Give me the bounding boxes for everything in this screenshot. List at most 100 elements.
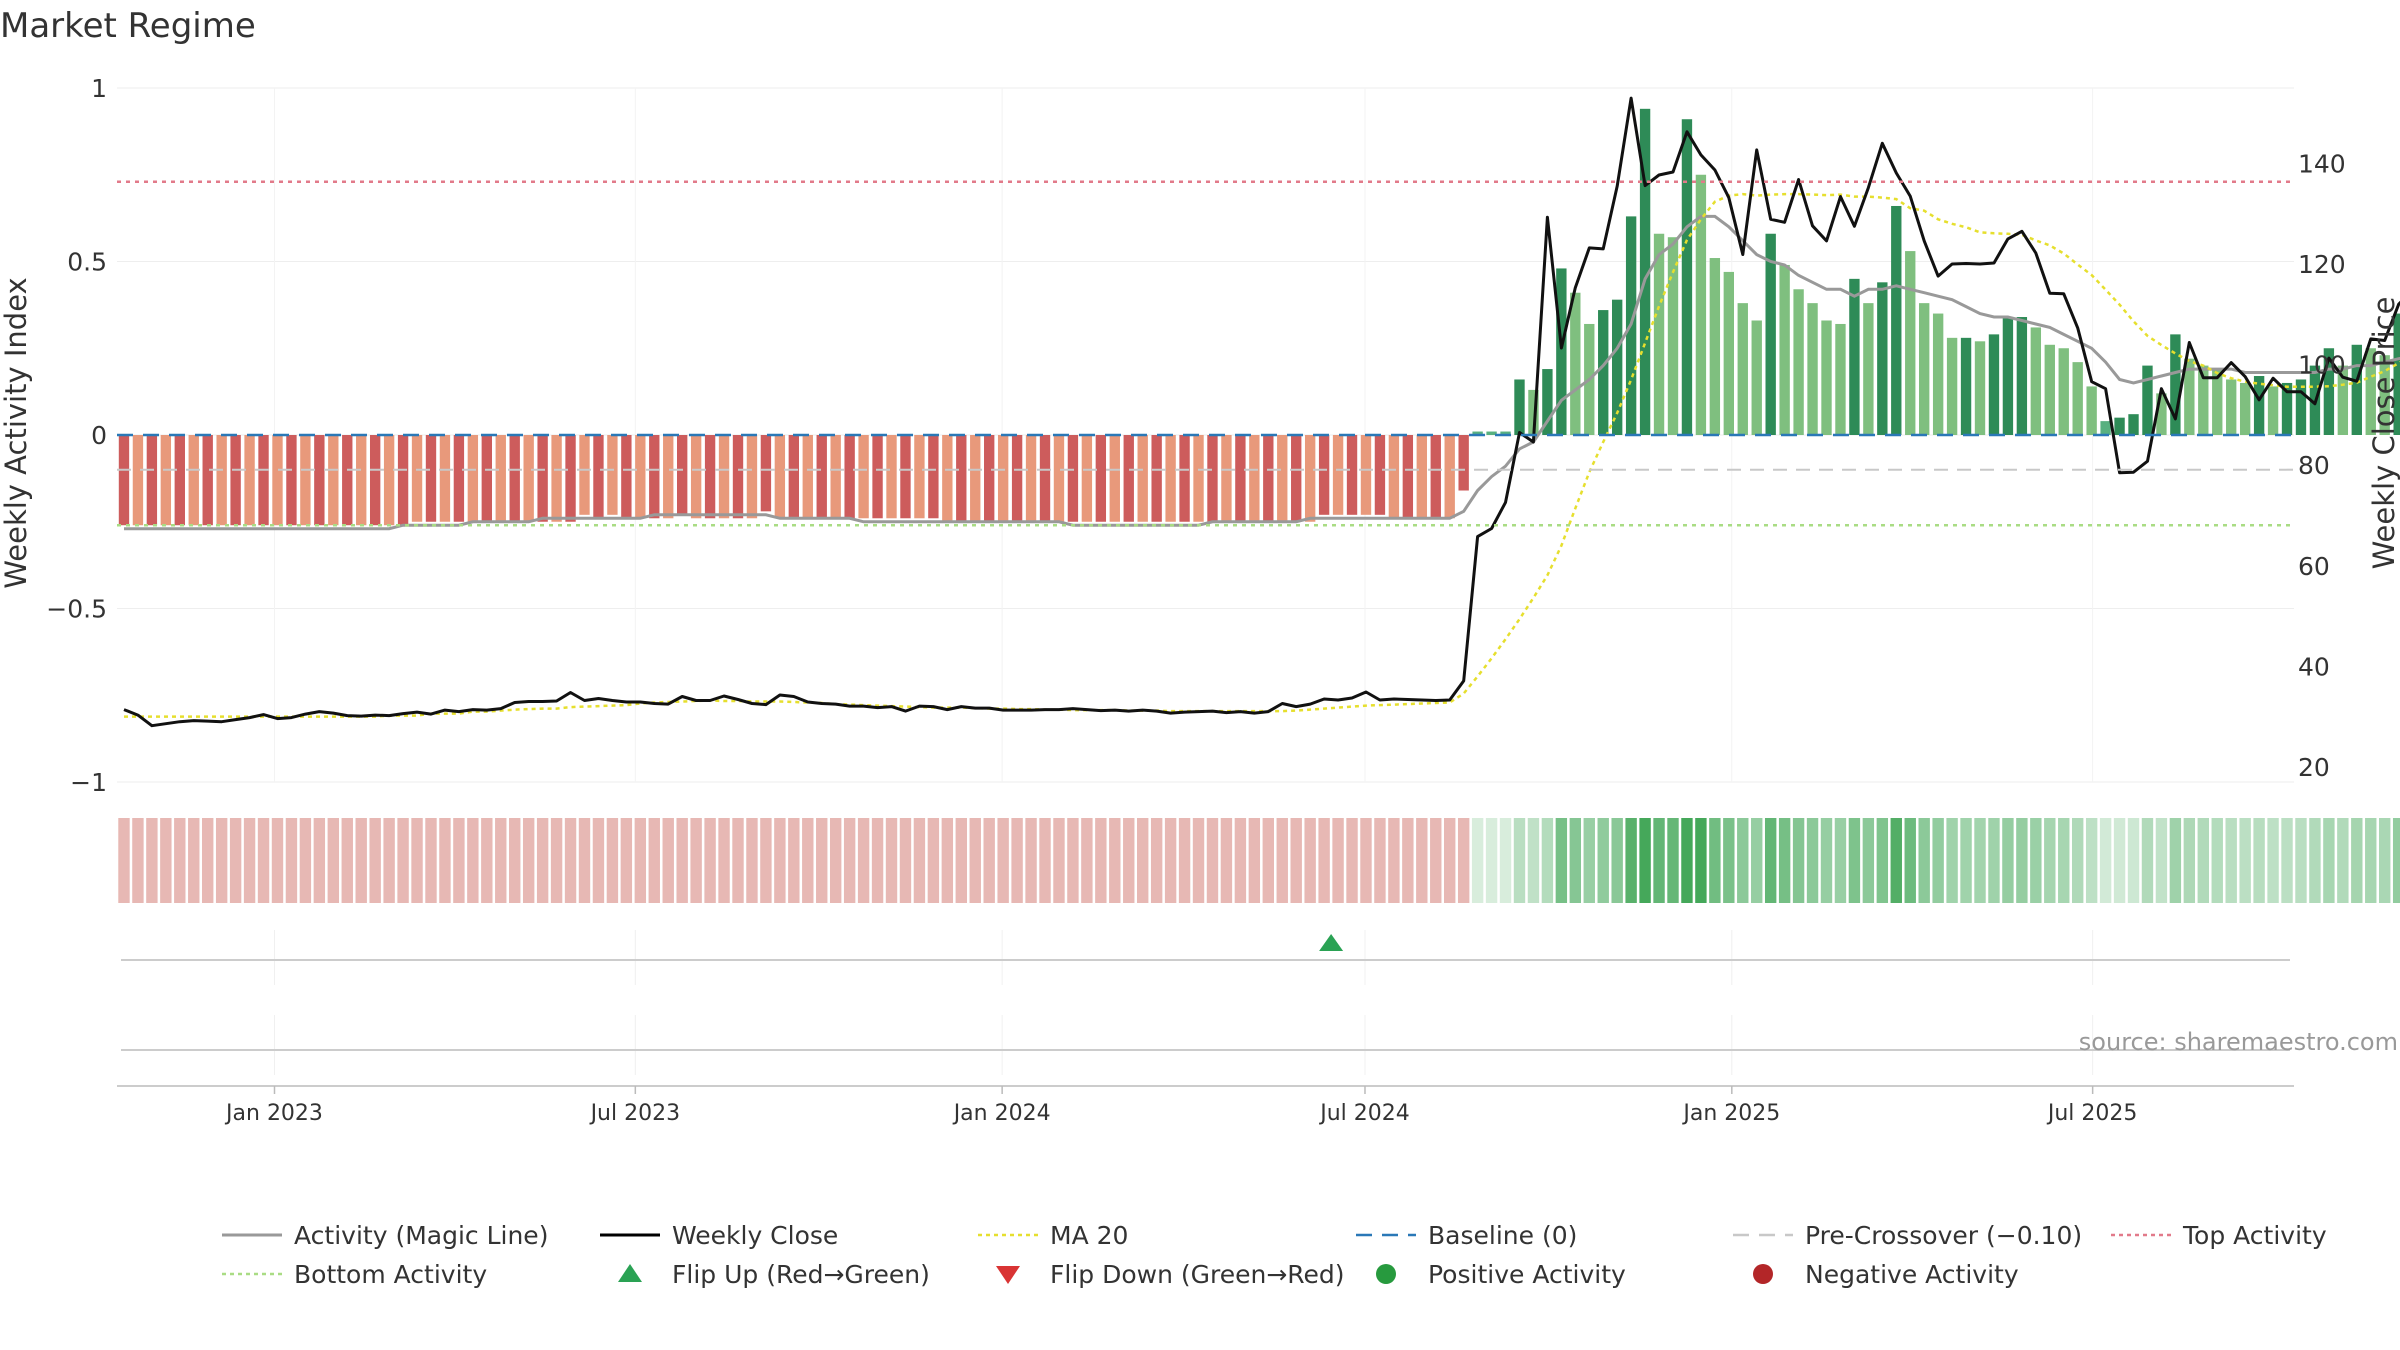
regime-strip-cell (662, 818, 674, 903)
legend-label: Baseline (0) (1428, 1221, 1577, 1250)
regime-strip-cell (2113, 818, 2126, 903)
positive-activity-bar (2365, 348, 2376, 435)
regime-strip-cell (118, 818, 130, 903)
negative-activity-bar (1151, 435, 1162, 522)
regime-strip-cell (1806, 818, 1819, 903)
negative-activity-bar (579, 435, 590, 515)
positive-activity-bar (1946, 337, 1958, 435)
positive-activity-bar (1653, 233, 1665, 435)
positive-activity-bar (1556, 268, 1567, 435)
regime-strip-cell (1653, 818, 1665, 903)
negative-activity-bar (844, 435, 855, 519)
regime-strip-cell (2392, 818, 2400, 903)
positive-activity-bar (1988, 334, 2000, 435)
negative-activity-bar (286, 435, 297, 526)
regime-strip-cell (1932, 818, 1944, 903)
regime-strip-cell (2071, 818, 2084, 903)
regime-strip-cell (397, 818, 409, 903)
regime-strip-cell (536, 818, 549, 903)
positive-activity-bar (1751, 320, 1762, 435)
regime-strip-cell (843, 818, 856, 903)
positive-activity-bar (1500, 431, 1511, 435)
regime-strip-cell (927, 818, 940, 903)
positive-activity-bar (2030, 327, 2042, 435)
regime-strip-cell (2030, 818, 2042, 903)
regime-strip-cell (1792, 818, 1805, 903)
right-tick-label: 80 (2298, 451, 2330, 480)
legend-item: Baseline (0) (1356, 1221, 1577, 1250)
regime-strip-cell (2225, 818, 2237, 903)
regime-strip-cell (648, 818, 660, 903)
legend-item: Flip Up (Red→Green) (618, 1260, 930, 1289)
positive-activity-bar (2114, 417, 2125, 435)
legend-label: Flip Down (Green→Red) (1050, 1260, 1345, 1289)
regime-strip-cell (1681, 818, 1693, 903)
source-credit: source: sharemaestro.com (2079, 1028, 2398, 1056)
regime-strip-cell (1416, 818, 1428, 903)
regime-strip-cell (802, 818, 814, 903)
regime-strip-cell (1248, 818, 1261, 903)
x-tick-label: Jul 2023 (589, 1101, 681, 1126)
regime-strip-cell (2337, 818, 2349, 903)
x-tick-label: Jul 2025 (2046, 1101, 2138, 1126)
negative-activity-bar (397, 435, 409, 526)
regime-strip-cell (1402, 818, 1414, 903)
regime-strip-cell (1820, 818, 1833, 903)
regime-strip-cell (969, 818, 981, 903)
legend-label: Activity (Magic Line) (294, 1221, 548, 1250)
regime-strip-cell (1471, 818, 1484, 903)
negative-activity-bar (984, 435, 995, 522)
positive-activity-bar (2198, 365, 2209, 435)
negative-activity-bar (425, 435, 437, 522)
negative-activity-bar (342, 435, 353, 526)
positive-activity-bar (1863, 303, 1874, 435)
positive-activity-bar (1723, 271, 1735, 435)
negative-activity-bar (704, 435, 716, 519)
negative-activity-bar (300, 435, 311, 526)
regime-strip-cell (1444, 818, 1456, 903)
regime-strip-cell (955, 818, 967, 903)
regime-strip-cell (746, 818, 758, 903)
regime-strip-cell (620, 818, 633, 903)
negative-activity-bar (635, 435, 646, 519)
positive-activity-bar (1765, 233, 1776, 435)
regime-strip-cell (481, 818, 493, 903)
regime-strip-cell (202, 818, 214, 903)
regime-strip-cell (257, 818, 270, 903)
left-tick-label: 1 (91, 74, 107, 103)
negative-activity-bar (607, 435, 618, 515)
negative-activity-bar (1081, 435, 1093, 522)
regime-strip-cell (453, 818, 465, 903)
regime-strip-cell (871, 818, 884, 903)
regime-strip-cell (327, 818, 340, 903)
negative-activity-bar (621, 435, 632, 519)
legend-triangle-up-icon (618, 1264, 642, 1282)
regime-strip-cell (1709, 818, 1721, 903)
negative-activity-bar (718, 435, 730, 519)
negative-activity-bar (1318, 435, 1330, 515)
legend-item: Pre-Crossover (−0.10) (1733, 1221, 2082, 1250)
lower-panel (121, 1015, 2290, 1075)
negative-activity-bar (509, 435, 520, 522)
positive-activity-bar (1472, 431, 1483, 435)
regime-strip-cell (243, 818, 256, 903)
negative-activity-bar (663, 435, 674, 519)
negative-activity-bar (551, 435, 562, 522)
regime-strip-cell (425, 818, 437, 903)
regime-strip-cell (788, 818, 800, 903)
positive-activity-bar (2072, 362, 2083, 435)
positive-activity-bar (1667, 237, 1679, 435)
negative-activity-bar (956, 435, 967, 522)
regime-strip-cell (1053, 818, 1065, 903)
positive-activity-bar (1779, 264, 1790, 435)
legend-label: Bottom Activity (294, 1260, 487, 1289)
positive-activity-bar (1598, 310, 1609, 435)
regime-strip-cell (383, 818, 395, 903)
regime-strip-cell (215, 818, 228, 903)
negative-activity-bar (649, 435, 660, 519)
regime-strip-cell (1262, 818, 1274, 903)
positive-activity-bar (1835, 323, 1846, 435)
negative-activity-bar (788, 435, 800, 519)
regime-strip-cell (1667, 818, 1679, 903)
regime-strip-cell (1192, 818, 1205, 903)
